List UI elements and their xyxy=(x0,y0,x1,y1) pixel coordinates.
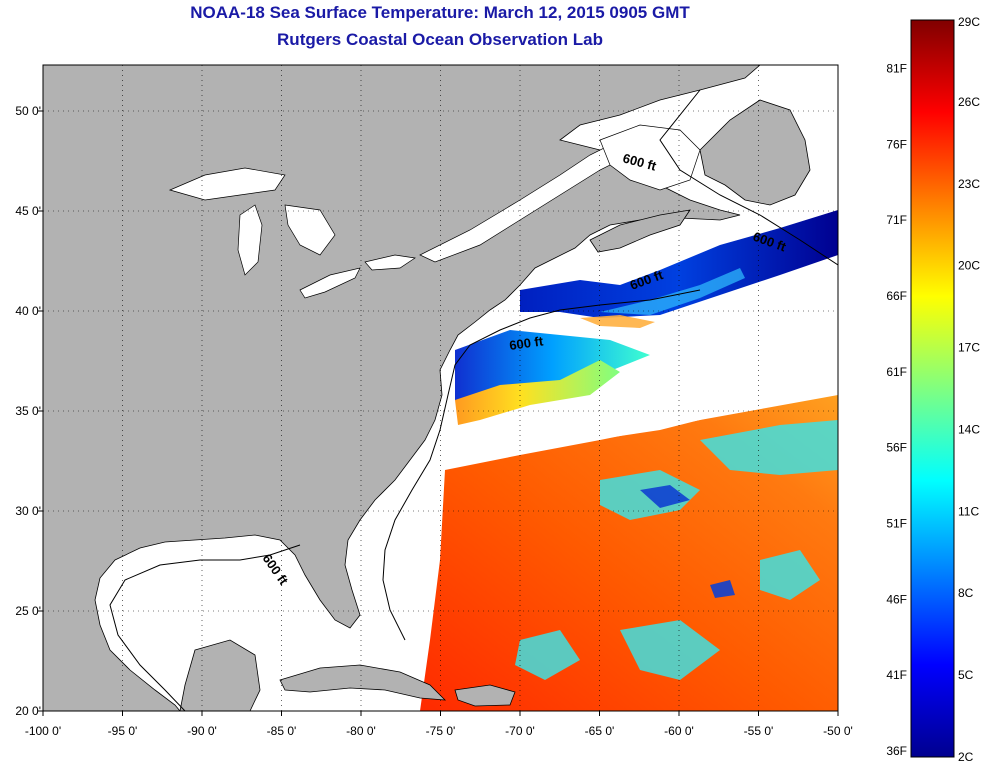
colorbar-celsius-label: 23C xyxy=(958,177,980,191)
hispaniola xyxy=(454,684,516,707)
north-cold-streak xyxy=(600,268,745,315)
lake-michigan xyxy=(237,204,263,276)
colorbar-scale xyxy=(910,19,955,758)
lon-tick-label: -70 0' xyxy=(505,724,535,738)
newfoundland xyxy=(699,99,811,206)
gulf-of-st-lawrence xyxy=(599,124,701,191)
colorbar-fahrenheit-label: 71F xyxy=(886,213,907,227)
lon-tick-label: -75 0' xyxy=(426,724,456,738)
colorbar-celsius-label: 29C xyxy=(958,15,980,29)
colorbar-fahrenheit-label: 66F xyxy=(886,289,907,303)
lon-tick-label: -55 0' xyxy=(744,724,774,738)
lon-tick-label: -90 0' xyxy=(187,724,217,738)
colorbar-fahrenheit-label: 56F xyxy=(886,441,907,455)
map-title: NOAA-18 Sea Surface Temperature: March 1… xyxy=(190,3,690,22)
colorbar-fahrenheit-label: 46F xyxy=(886,592,907,606)
colorbar-fahrenheit-label: 76F xyxy=(886,137,907,151)
colorbar-celsius-label: 20C xyxy=(958,259,980,273)
lon-tick-label: -80 0' xyxy=(346,724,376,738)
colorbar-fahrenheit-label: 51F xyxy=(886,516,907,530)
isobath-600ft xyxy=(109,89,838,711)
lon-tick-label: -65 0' xyxy=(585,724,615,738)
yucatan xyxy=(179,639,261,711)
lat-tick-label: 45 0' xyxy=(15,204,41,218)
colorbar-celsius-label: 2C xyxy=(958,750,974,764)
colorbar-fahrenheit-label: 41F xyxy=(886,668,907,682)
lon-tick-label: -95 0' xyxy=(108,724,138,738)
gulf-stream-filament xyxy=(455,360,620,425)
north-warm-streak xyxy=(580,315,655,328)
lon-tick-label: -85 0' xyxy=(267,724,297,738)
colorbar-fahrenheit-label: 61F xyxy=(886,365,907,379)
lon-tick-label: -50 0' xyxy=(823,724,853,738)
map-area xyxy=(43,65,838,711)
lon-tick-label: -100 0' xyxy=(25,724,61,738)
colorbar-celsius-label: 8C xyxy=(958,586,974,600)
lat-tick-label: 20 0' xyxy=(15,704,41,718)
lat-tick-label: 50 0' xyxy=(15,104,41,118)
contour-label-mid-atlantic: 600 ft xyxy=(508,333,544,353)
lon-tick-label: -60 0' xyxy=(664,724,694,738)
lat-tick-label: 30 0' xyxy=(15,504,41,518)
warm-sst-region xyxy=(420,395,838,711)
cuba xyxy=(279,664,447,701)
colorbar-celsius-label: 5C xyxy=(958,668,974,682)
colorbar-celsius-label: 14C xyxy=(958,422,980,436)
colorbar-celsius-label: 11C xyxy=(958,504,979,518)
colorbar-celsius-label: 17C xyxy=(958,341,980,355)
lake-ontario xyxy=(364,254,416,271)
nova-scotia xyxy=(589,209,691,253)
lat-tick-label: 35 0' xyxy=(15,404,41,418)
lat-tick-label: 40 0' xyxy=(15,304,41,318)
colorbar-fahrenheit-label: 36F xyxy=(886,744,907,758)
lake-huron xyxy=(284,204,336,256)
cool-sst-patches xyxy=(515,420,838,680)
lake-erie xyxy=(299,267,361,299)
lat-tick-label: 25 0' xyxy=(15,604,41,618)
colorbar-labels: 29C 26C 23C 20C 17C 14C 11C 8C 5C 2C 81F 76F 71F 66F 6… xyxy=(886,15,980,764)
cold-sst-cells xyxy=(640,485,735,598)
axis-ticks: -100 0' -95 0' -90 0' -85 0' -80 0' -75 0' -70… xyxy=(15,104,852,738)
colorbar-celsius-label: 26C xyxy=(958,95,980,109)
lake-superior xyxy=(168,167,286,201)
map-subtitle: Rutgers Coastal Ocean Observation Lab xyxy=(277,30,603,49)
colorbar-fahrenheit-label: 81F xyxy=(886,62,907,76)
